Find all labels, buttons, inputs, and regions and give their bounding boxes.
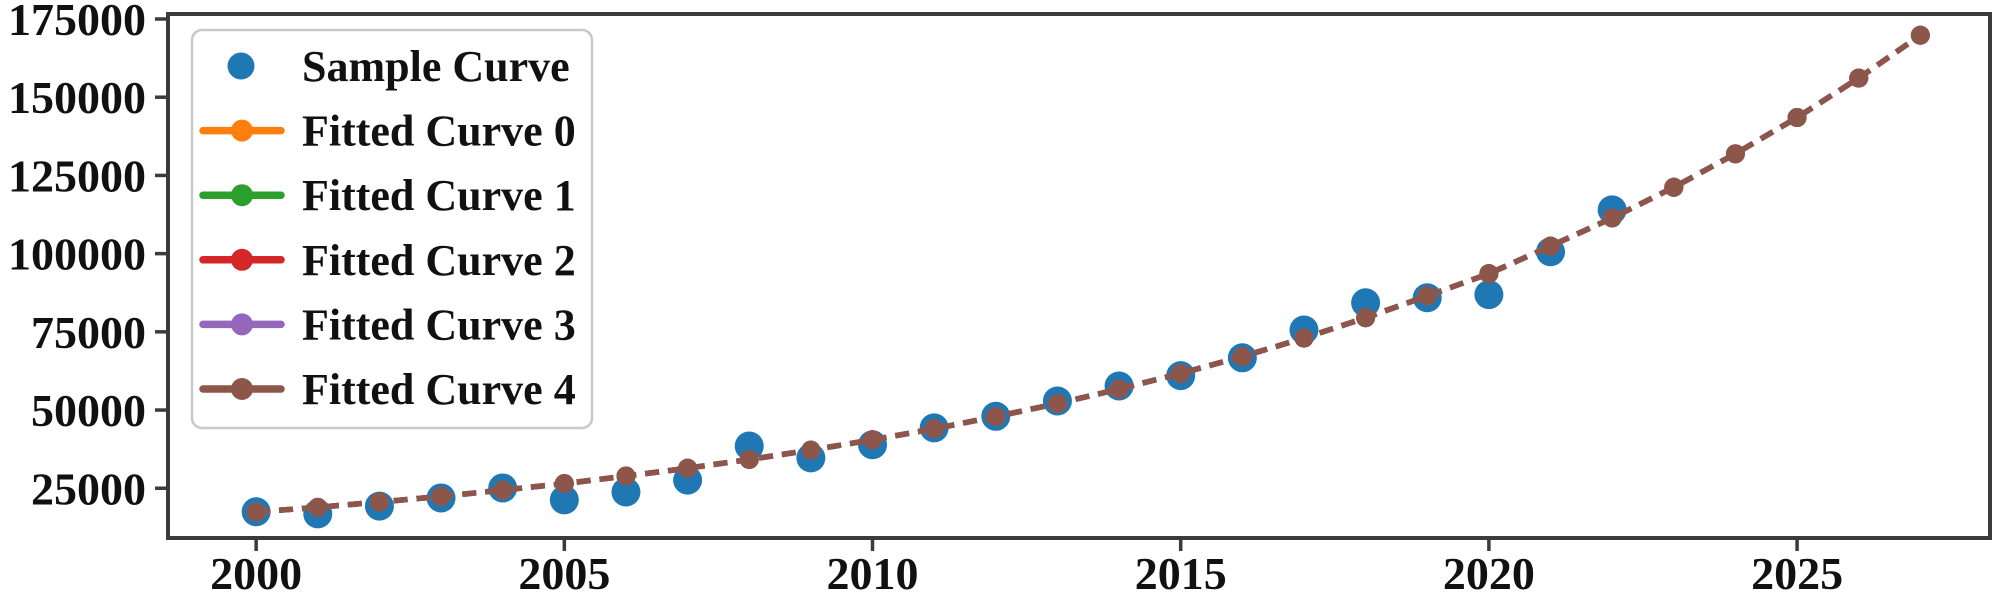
legend-label: Fitted Curve 3 — [302, 300, 576, 349]
legend-line-marker-icon — [231, 313, 253, 336]
fitted-curve-marker — [369, 492, 389, 512]
fitted-curve-marker — [1356, 308, 1376, 328]
fitted-curve-marker — [1787, 108, 1807, 128]
x-axis-tick-label: 2010 — [827, 548, 919, 597]
legend-line-marker-icon — [231, 184, 253, 207]
legend-line-marker-icon — [231, 248, 253, 271]
x-axis-tick-label: 2020 — [1443, 548, 1535, 597]
fitted-curve-marker — [1541, 236, 1561, 256]
fitted-curve-marker — [308, 497, 328, 517]
y-axis-tick-label: 75000 — [31, 307, 146, 358]
fitted-curve-marker — [1725, 144, 1745, 164]
legend-label: Fitted Curve 2 — [302, 236, 576, 285]
fitted-curve-line — [255, 33, 1922, 515]
sample-point — [1474, 280, 1504, 310]
fitted-curve-marker — [1479, 264, 1499, 284]
fitted-curve-marker — [1602, 208, 1622, 228]
fitted-curve-marker — [1664, 177, 1684, 197]
y-axis-tick-label: 100000 — [8, 229, 146, 280]
series-fitted-curve-4 — [246, 25, 1930, 522]
fitted-curve-marker — [1849, 68, 1869, 88]
y-axis-tick-label: 150000 — [8, 72, 146, 123]
legend-label: Fitted Curve 4 — [302, 365, 576, 414]
fitted-curve-marker — [863, 430, 883, 450]
sample-point — [611, 477, 641, 507]
fitted-curve-marker — [739, 449, 759, 469]
fitted-curve-marker — [1109, 379, 1129, 399]
x-axis-tick-label: 2015 — [1135, 548, 1227, 597]
fitted-curve-marker — [554, 474, 574, 494]
plot-frame — [166, 12, 1992, 540]
y-axis-tick-label: 25000 — [31, 463, 146, 514]
fitted-curve-marker — [678, 458, 698, 478]
fitted-curve-marker — [246, 502, 266, 522]
legend-line-marker-icon — [231, 378, 253, 400]
legend-label: Sample Curve — [302, 42, 570, 91]
fitted-curve-marker — [493, 480, 513, 500]
legend-label: Fitted Curve 0 — [302, 107, 576, 156]
x-axis-tick-label: 2005 — [518, 548, 610, 597]
legend: Sample Curve Fitted Curve 0 Fitted Curve 1… — [190, 28, 594, 430]
fitted-curve-marker — [616, 466, 636, 486]
y-axis-tick-label: 50000 — [31, 385, 146, 436]
fitted-curve-marker — [1047, 393, 1067, 413]
fitted-curve-marker — [924, 419, 944, 439]
sample-point — [1351, 288, 1381, 318]
legend-scatter-marker-icon — [227, 52, 255, 80]
legend-line-marker-icon — [231, 119, 253, 142]
legend-label: Fitted Curve 1 — [302, 171, 576, 220]
sample-point — [549, 485, 579, 515]
legend-box — [190, 28, 594, 430]
y-axis-tick-label: 125000 — [8, 150, 146, 201]
x-axis-tick-label: 2025 — [1751, 548, 1843, 597]
x-axis-tick-label: 2000 — [210, 548, 302, 597]
fitted-curve-marker — [1417, 286, 1437, 306]
fitted-curve-marker — [1294, 328, 1314, 348]
fitted-curve-marker — [1171, 363, 1191, 383]
sample-point — [734, 431, 764, 461]
fitted-curve-marker — [801, 440, 821, 460]
fitted-curve-marker — [1910, 25, 1930, 45]
fitted-curve-marker — [986, 407, 1006, 427]
y-axis-tick-label: 175000 — [8, 0, 146, 45]
fitted-curve-marker — [1232, 347, 1252, 367]
fitted-curve-marker — [431, 486, 451, 506]
